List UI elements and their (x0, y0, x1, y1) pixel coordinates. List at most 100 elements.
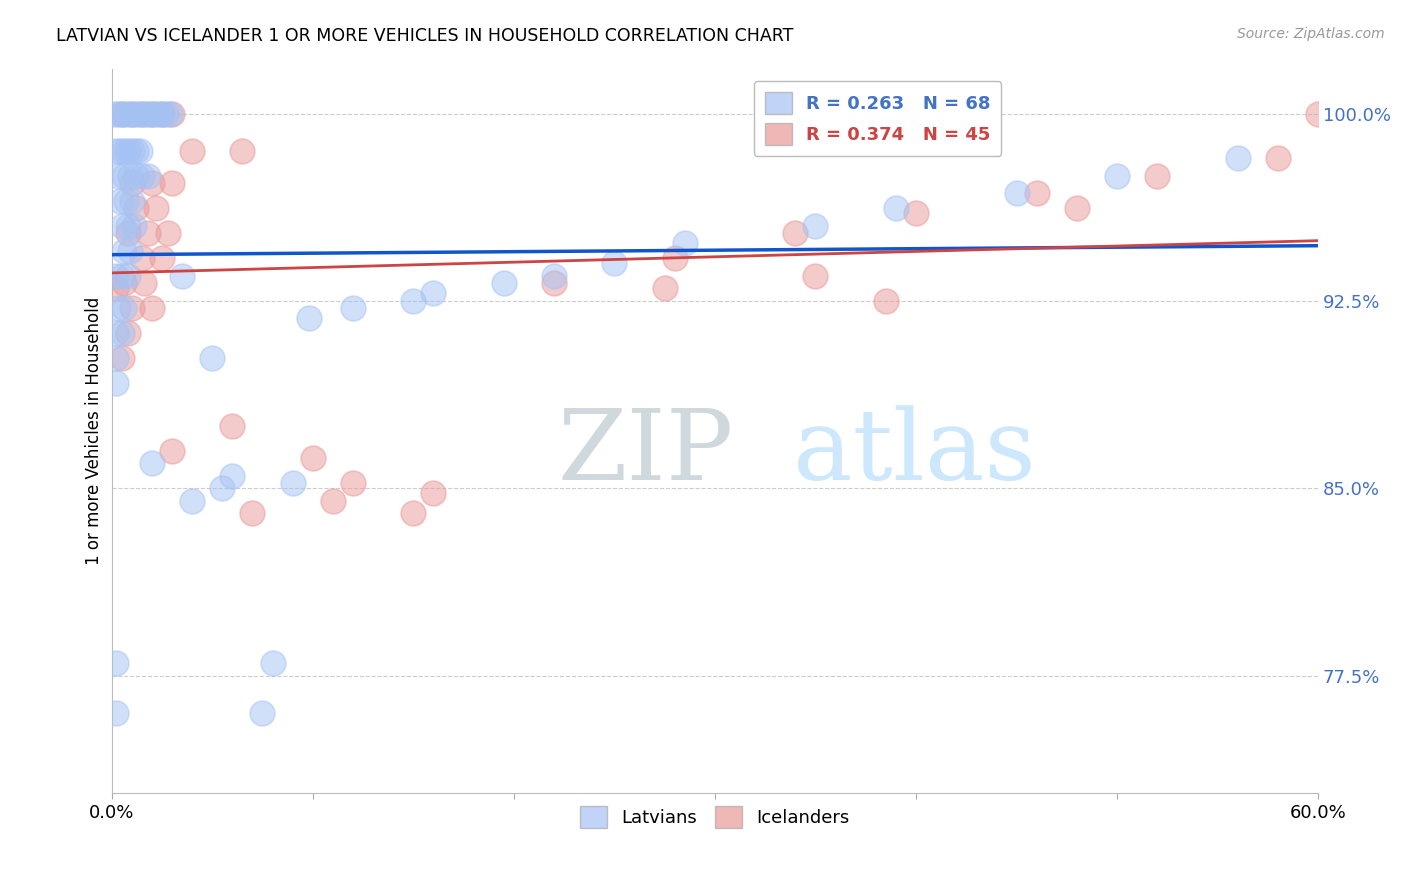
Point (108, 194, 131, 208)
Point (492, 277, 515, 291)
Point (125, 202, 148, 216)
Point (131, 169, 153, 183)
Point (131, 252, 153, 266)
Point (117, 144, 139, 158)
Point (181, 144, 204, 158)
Point (114, 194, 136, 208)
Point (422, 486, 444, 500)
Point (201, 351, 224, 366)
Point (1005, 186, 1028, 201)
Point (159, 106, 181, 120)
Point (111, 106, 134, 120)
Point (114, 106, 136, 120)
Point (107, 301, 129, 316)
Point (122, 219, 145, 233)
Point (104, 351, 127, 366)
Point (146, 106, 169, 120)
Text: ZIP: ZIP (558, 405, 734, 500)
Point (112, 301, 135, 316)
Point (904, 206, 927, 220)
Point (122, 106, 145, 120)
Point (136, 169, 159, 183)
Point (170, 268, 193, 283)
Point (664, 252, 686, 266)
Point (139, 106, 162, 120)
Y-axis label: 1 or more Vehicles in Household: 1 or more Vehicles in Household (86, 297, 103, 565)
Point (160, 444, 183, 458)
Point (804, 268, 827, 283)
Point (104, 706, 127, 721)
Point (160, 106, 183, 120)
Point (112, 244, 135, 258)
Point (150, 106, 173, 120)
Point (402, 293, 425, 308)
Point (543, 277, 565, 291)
Point (111, 326, 134, 341)
Point (181, 494, 204, 508)
Point (111, 219, 134, 233)
Point (221, 469, 243, 483)
Point (121, 144, 143, 158)
Point (128, 144, 150, 158)
Point (155, 106, 177, 120)
Point (104, 281, 127, 295)
Point (107, 106, 129, 120)
Point (1308, 106, 1330, 120)
Point (221, 419, 243, 434)
Point (884, 202, 907, 216)
Point (150, 252, 173, 266)
Point (125, 169, 148, 183)
Point (117, 219, 139, 233)
Point (104, 657, 127, 671)
Point (131, 106, 153, 120)
Point (342, 301, 364, 316)
Point (117, 227, 139, 241)
Point (141, 177, 163, 191)
Point (121, 194, 143, 208)
Text: LATVIAN VS ICELANDER 1 OR MORE VEHICLES IN HOUSEHOLD CORRELATION CHART: LATVIAN VS ICELANDER 1 OR MORE VEHICLES … (56, 27, 793, 45)
Point (145, 202, 167, 216)
Point (135, 106, 157, 120)
Point (131, 106, 153, 120)
Point (150, 106, 173, 120)
Point (298, 311, 321, 326)
Point (103, 106, 125, 120)
Point (104, 268, 127, 283)
Point (804, 219, 827, 233)
Point (121, 106, 143, 120)
Point (160, 177, 183, 191)
Point (104, 326, 127, 341)
Point (132, 277, 155, 291)
Point (1367, 306, 1389, 320)
Point (112, 277, 135, 291)
Point (1066, 202, 1088, 216)
Point (422, 286, 444, 301)
Point (654, 281, 676, 295)
Point (1105, 169, 1128, 183)
Point (156, 227, 179, 241)
Point (322, 494, 344, 508)
Point (673, 236, 696, 251)
Point (141, 457, 163, 471)
Point (104, 376, 127, 391)
Point (112, 144, 135, 158)
Point (252, 706, 274, 721)
Point (136, 227, 159, 241)
Point (211, 482, 233, 496)
Point (231, 144, 253, 158)
Point (301, 451, 323, 466)
Point (543, 268, 565, 283)
Point (141, 106, 163, 120)
Text: atlas: atlas (793, 405, 1036, 500)
Point (118, 169, 141, 183)
Legend: Latvians, Icelanders: Latvians, Icelanders (572, 798, 858, 835)
Point (281, 476, 304, 491)
Point (108, 144, 131, 158)
Point (127, 106, 149, 120)
Point (785, 227, 807, 241)
Text: Source: ZipAtlas.com: Source: ZipAtlas.com (1237, 27, 1385, 41)
Point (262, 657, 284, 671)
Point (875, 293, 897, 308)
Point (141, 301, 163, 316)
Point (1226, 152, 1249, 166)
